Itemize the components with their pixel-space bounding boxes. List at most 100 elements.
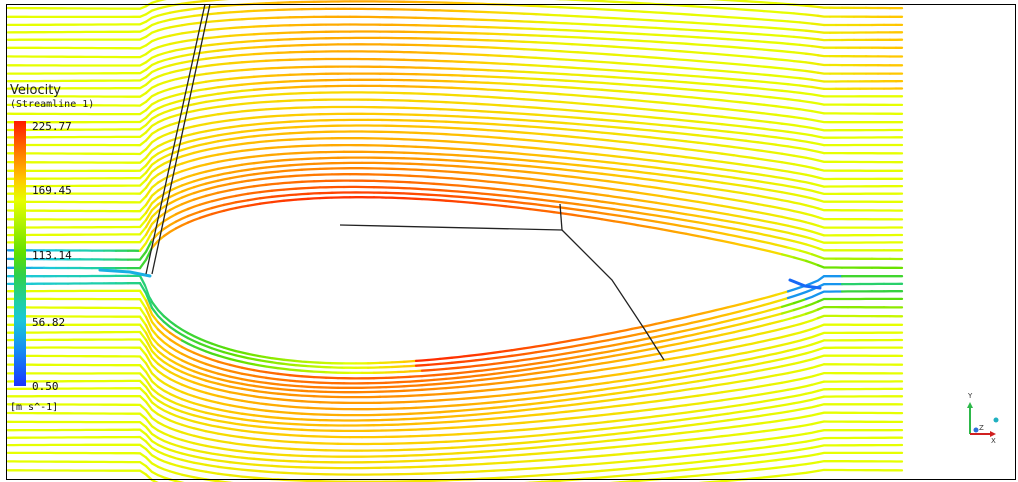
streamline <box>744 164 760 169</box>
streamline <box>168 120 184 127</box>
streamline <box>738 300 754 306</box>
streamline <box>522 118 544 123</box>
streamline <box>486 46 502 50</box>
streamline <box>690 436 712 441</box>
streamline <box>420 131 436 135</box>
streamline <box>516 372 532 377</box>
streamline <box>432 404 448 409</box>
streamline <box>564 128 580 132</box>
streamline <box>456 154 472 158</box>
streamline <box>468 418 484 422</box>
streamline <box>156 421 172 430</box>
streamline <box>186 216 202 224</box>
streamline <box>810 109 826 115</box>
streamline <box>210 209 226 216</box>
streamline <box>510 182 526 187</box>
streamline <box>720 174 736 179</box>
streamline <box>792 321 808 327</box>
streamline <box>252 389 268 394</box>
streamline <box>384 435 412 439</box>
streamline <box>528 376 544 381</box>
streamline <box>144 370 160 388</box>
streamline <box>468 191 484 195</box>
streamline <box>510 76 526 80</box>
streamline <box>492 366 508 371</box>
streamline <box>570 189 586 194</box>
streamline <box>180 89 196 95</box>
streamline <box>816 168 904 172</box>
streamline <box>150 234 166 249</box>
streamline <box>216 354 232 361</box>
streamline <box>774 296 790 303</box>
streamline <box>552 121 568 125</box>
streamline <box>816 207 904 212</box>
streamline <box>216 119 232 124</box>
streamline <box>816 387 904 393</box>
streamline <box>180 145 196 152</box>
streamline <box>786 20 802 24</box>
streamline <box>324 407 382 411</box>
streamline <box>276 51 292 54</box>
streamline <box>558 188 574 193</box>
streamline <box>810 363 826 369</box>
streamline <box>702 228 718 234</box>
streamline <box>618 196 634 201</box>
streamline <box>798 469 820 475</box>
streamline <box>420 181 436 185</box>
streamline <box>570 93 586 98</box>
streamline <box>138 274 154 304</box>
streamline <box>6 186 148 195</box>
streamline <box>576 122 598 127</box>
streamline <box>540 369 556 374</box>
streamline <box>672 335 688 340</box>
streamline <box>168 338 184 349</box>
streamline <box>546 5 562 9</box>
streamline <box>216 388 232 394</box>
streamline <box>468 154 484 159</box>
streamline <box>192 155 208 162</box>
streamline <box>168 105 184 112</box>
streamline <box>204 49 220 54</box>
streamline <box>156 34 172 40</box>
streamline <box>180 173 196 180</box>
streamline <box>504 123 520 127</box>
streamline <box>462 127 478 131</box>
streamline <box>228 441 244 446</box>
streamline <box>384 381 400 384</box>
streamline <box>522 433 544 438</box>
streamline <box>150 300 166 318</box>
streamline <box>804 316 820 324</box>
streamline <box>156 399 172 409</box>
streamline <box>558 93 574 97</box>
streamline <box>576 203 592 208</box>
streamline <box>294 197 310 201</box>
streamline <box>576 66 598 71</box>
streamline <box>288 163 304 167</box>
streamline <box>750 133 766 137</box>
streamline <box>480 155 496 159</box>
streamline <box>660 337 676 343</box>
streamline <box>636 458 652 462</box>
streamline <box>702 471 730 477</box>
streamline <box>288 399 304 403</box>
streamline <box>264 386 280 391</box>
streamline <box>594 137 610 142</box>
streamline <box>708 194 724 200</box>
streamline <box>246 352 262 358</box>
streamline <box>534 389 550 393</box>
streamline <box>660 41 688 45</box>
streamline <box>312 118 346 122</box>
streamline <box>714 426 730 431</box>
streamline <box>264 403 280 407</box>
streamline <box>216 54 232 59</box>
streamline <box>168 419 184 426</box>
streamline <box>228 186 244 192</box>
streamline <box>540 166 556 170</box>
streamline <box>648 414 664 419</box>
streamline <box>492 405 508 409</box>
streamline <box>600 373 616 378</box>
streamline <box>660 180 676 185</box>
streamline <box>720 433 736 438</box>
streamline <box>546 13 562 17</box>
